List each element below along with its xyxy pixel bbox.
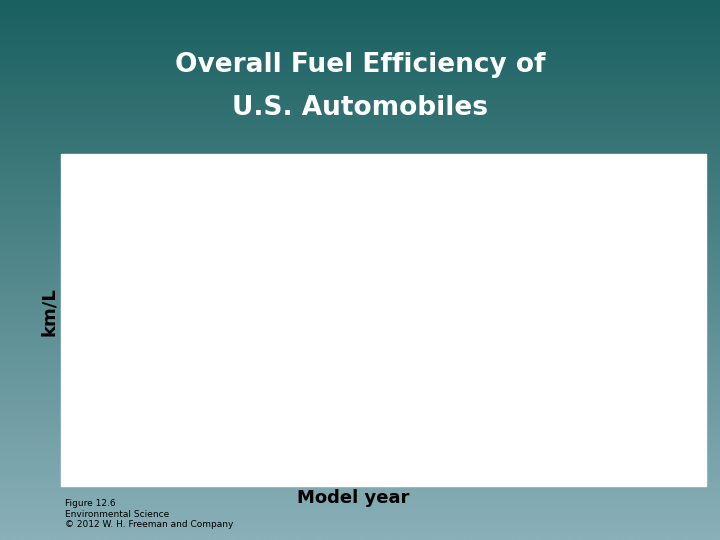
Text: U.S. Automobiles: U.S. Automobiles [232,95,488,121]
Text: Both: Both [431,251,468,265]
Text: 20 mpg = 8.5 km/L
  1 mpg = 0.43 km/L: 20 mpg = 8.5 km/L 1 mpg = 0.43 km/L [365,387,494,415]
Text: Cars: Cars [244,210,279,224]
X-axis label: Model year: Model year [297,489,409,507]
Y-axis label: km/L: km/L [40,287,58,336]
Text: Light trucks: Light trucks [251,296,344,310]
Text: Overall Fuel Efficiency of: Overall Fuel Efficiency of [175,52,545,78]
Text: Figure 12.6
Environmental Science
© 2012 W. H. Freeman and Company: Figure 12.6 Environmental Science © 2012… [65,500,233,529]
Y-axis label: mpg: mpg [632,289,650,334]
